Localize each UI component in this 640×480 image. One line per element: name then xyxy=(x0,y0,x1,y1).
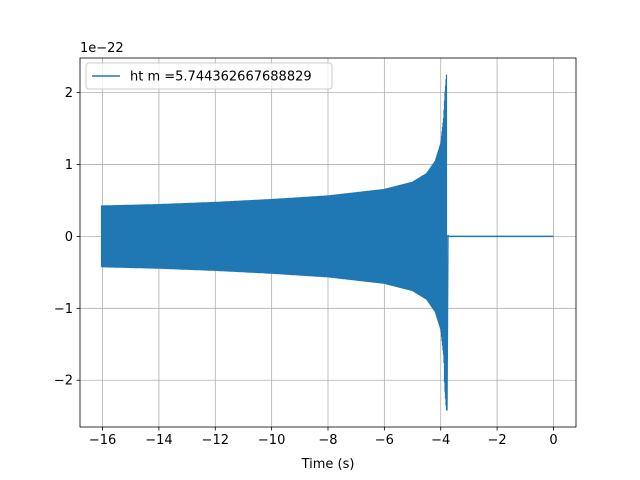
y-tick-label-1: −1 xyxy=(54,302,73,317)
legend-entry-label: ht m =5.744362667688829 xyxy=(130,70,312,85)
x-tick-label-4: −8 xyxy=(318,433,337,448)
series-ringdown-line xyxy=(446,234,554,411)
y-tick-label-2: 0 xyxy=(65,230,73,245)
plot-area xyxy=(100,74,554,411)
x-tick-label-3: −10 xyxy=(258,433,285,448)
x-tick-label-1: −14 xyxy=(145,433,172,448)
x-tick-label-5: −6 xyxy=(375,433,394,448)
x-tick-label-8: 0 xyxy=(549,433,557,448)
legend: ht m =5.744362667688829 xyxy=(85,62,333,90)
x-tick-label-0: −16 xyxy=(89,433,116,448)
legend-box xyxy=(85,62,333,90)
x-axis-label: Time (s) xyxy=(301,457,355,472)
y-tick-label-3: 1 xyxy=(65,158,73,173)
y-tick-label-0: −2 xyxy=(54,374,73,389)
y-offset-label: 1e−22 xyxy=(80,41,124,56)
x-tick-label-7: −2 xyxy=(488,433,507,448)
y-tick-label-4: 2 xyxy=(65,86,73,101)
x-tick-label-2: −12 xyxy=(202,433,229,448)
x-tick-label-6: −4 xyxy=(431,433,450,448)
series-waveform-band xyxy=(100,74,448,411)
